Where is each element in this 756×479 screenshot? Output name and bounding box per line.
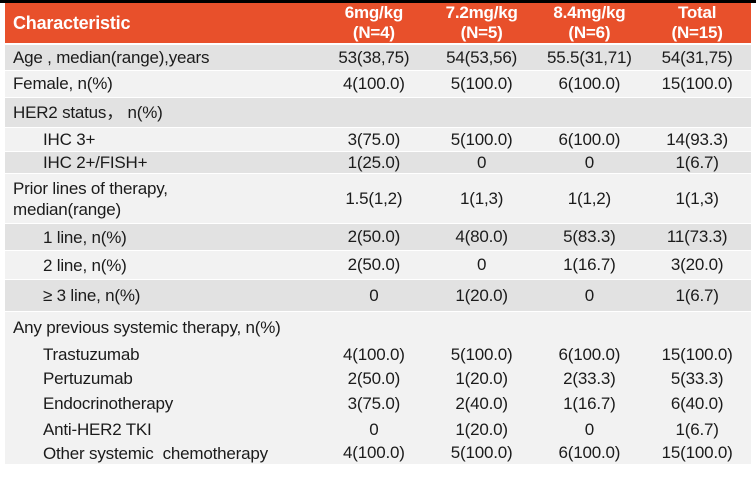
row-value-cell: 3(20.0) [670, 255, 724, 275]
row-label: Prior lines of therapy, median(range) [13, 178, 168, 219]
row-label: Pertuzumab [43, 369, 133, 389]
table-row: Pertuzumab 2(50.0) 1(20.0) 2(33.3) 5(33.… [5, 367, 751, 391]
row-value-cell: 1(6.7) [675, 152, 719, 172]
row-value-cell: 2(50.0) [347, 368, 401, 388]
row-value-cell: 1(6.7) [675, 419, 719, 439]
row-label: Anti-HER2 TKI [43, 420, 152, 440]
row-value-cell: 6(100.0) [558, 344, 621, 364]
row-value-cell: 15(100.0) [661, 443, 733, 463]
row-value-cell: 1(20.0) [455, 368, 508, 388]
row-label: ≥ 3 line, n(%) [43, 286, 141, 306]
table-row: 2 line, n(%) 2(50.0) 0 1(16.7) 3(20.0) [5, 251, 751, 281]
characteristic-column-header: Characteristic [13, 12, 131, 33]
column-header-total: Total (N=15) [671, 3, 723, 43]
row-value-cell: 5(100.0) [450, 443, 513, 463]
row-value-cell: 4(80.0) [455, 227, 508, 247]
row-value-cell: 53(38,75) [338, 47, 410, 67]
table-row: Endocrinotherapy 3(75.0) 2(40.0) 1(16.7)… [5, 390, 751, 418]
row-value-cell: 0 [584, 285, 594, 305]
row-value-cell: 54(31,75) [661, 47, 733, 67]
column-header-6mgkg: 6mg/kg (N=4) [344, 3, 404, 43]
table-row: IHC 2+/FISH+ 1(25.0) 0 0 1(6.7) [5, 152, 751, 175]
row-value-cell: 5(83.3) [563, 227, 616, 247]
table-body: Age , median(range),years 53(38,75) 54(5… [5, 45, 751, 465]
table-row: Anti-HER2 TKI 0 1(20.0) 0 1(6.7) [5, 417, 751, 443]
row-value-cell: 54(53,56) [446, 47, 518, 67]
table-row: Age , median(range),years 53(38,75) 54(5… [5, 45, 751, 72]
characteristics-table: Characteristic 6mg/kg (N=4) 7.2mg/kg (N=… [5, 3, 751, 465]
table-top-border [0, 0, 756, 3]
row-value-cell: 55.5(31,71) [546, 47, 632, 67]
row-value-cell: 2(40.0) [455, 393, 508, 413]
row-value-cell: 0 [584, 152, 594, 172]
row-value-cell: 5(33.3) [670, 368, 724, 388]
row-value-cell: 5(100.0) [450, 129, 513, 149]
row-value-cell: 1(16.7) [563, 255, 616, 275]
row-label: Endocrinotherapy [43, 394, 174, 414]
table-row: 1 line, n(%) 2(50.0) 4(80.0) 5(83.3) 11(… [5, 224, 751, 252]
row-label: IHC 2+/FISH+ [43, 153, 148, 173]
table-row: Other systemic chemotherapy 4(100.0) 5(1… [5, 442, 751, 465]
row-value-cell: 3(75.0) [347, 129, 401, 149]
row-value-cell: 5(100.0) [450, 74, 513, 94]
row-value-cell: 4(100.0) [343, 443, 405, 463]
row-value-cell: 11(73.3) [666, 227, 728, 247]
row-label: 2 line, n(%) [43, 255, 127, 275]
row-label: HER2 status， n(%) [13, 102, 163, 122]
row-value-cell: 1(20.0) [455, 285, 508, 305]
table-row: Prior lines of therapy, median(range) 1.… [5, 174, 751, 225]
row-label: Age , median(range),years [13, 47, 210, 67]
table-row: HER2 status， n(%) [5, 98, 751, 129]
column-header-7-2mgkg: 7.2mg/kg (N=5) [445, 3, 518, 43]
row-label: IHC 3+ [43, 129, 96, 149]
row-value-cell: 2(33.3) [563, 368, 616, 388]
table-row: Trastuzumab 4(100.0) 5(100.0) 6(100.0) 1… [5, 342, 751, 368]
row-label: 1 line, n(%) [43, 227, 127, 247]
row-value-cell: 1(20.0) [455, 419, 508, 439]
row-value-cell: 1(1,2) [567, 188, 611, 208]
table-row: Any previous systemic therapy, n(%) [5, 312, 751, 343]
row-value-cell: 0 [476, 152, 487, 172]
row-label: Trastuzumab [43, 345, 140, 365]
row-value-cell: 2(50.0) [347, 255, 401, 275]
row-label: Other systemic chemotherapy [43, 443, 268, 463]
table-row: IHC 3+ 3(75.0) 5(100.0) 6(100.0) 14(93.3… [5, 128, 751, 153]
row-value-cell: 0 [369, 419, 379, 439]
row-value-cell: 1(6.7) [675, 285, 719, 305]
row-value-cell: 4(100.0) [343, 74, 405, 94]
row-value-cell: 15(100.0) [661, 74, 733, 94]
row-value-cell: 15(100.0) [661, 344, 733, 364]
row-value-cell: 5(100.0) [450, 344, 513, 364]
column-header-8-4mgkg: 8.4mg/kg (N=6) [553, 3, 626, 43]
row-value-cell: 1(1,3) [460, 188, 504, 208]
row-value-cell: 4(100.0) [343, 344, 405, 364]
row-value-cell: 6(100.0) [558, 129, 621, 149]
row-value-cell: 0 [369, 285, 379, 305]
row-value-cell: 14(93.3) [666, 129, 728, 149]
table-row: ≥ 3 line, n(%) 0 1(20.0) 0 1(6.7) [5, 280, 751, 313]
table-header-row: Characteristic 6mg/kg (N=4) 7.2mg/kg (N=… [5, 3, 751, 46]
row-value-cell: 1(25.0) [347, 152, 401, 172]
row-value-cell: 1(1,3) [675, 188, 719, 208]
row-value-cell: 0 [476, 255, 487, 275]
row-value-cell: 1(16.7) [563, 393, 616, 413]
table-row: Female, n(%) 4(100.0) 5(100.0) 6(100.0) … [5, 71, 751, 99]
row-label: Female, n(%) [13, 74, 113, 94]
row-value-cell: 3(75.0) [347, 393, 401, 413]
row-value-cell: 6(40.0) [670, 393, 724, 413]
row-value-cell: 2(50.0) [347, 227, 401, 247]
row-value-cell: 1.5(1,2) [345, 188, 403, 208]
row-label: Any previous systemic therapy, n(%) [13, 317, 281, 337]
row-value-cell: 6(100.0) [558, 74, 621, 94]
row-value-cell: 6(100.0) [558, 443, 621, 463]
row-value-cell: 0 [584, 419, 594, 439]
